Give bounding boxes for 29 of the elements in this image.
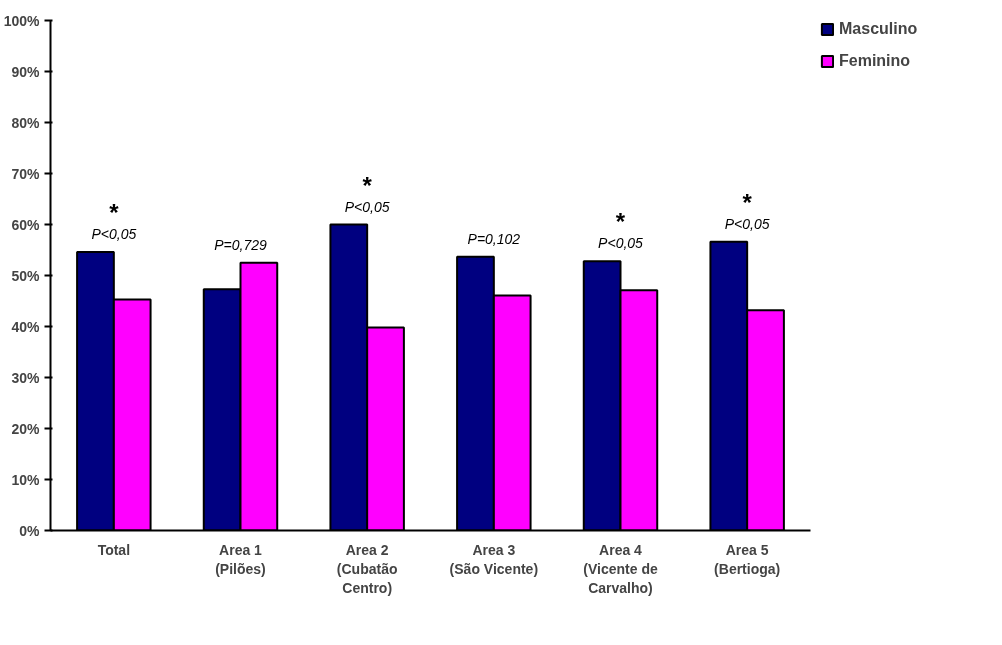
legend-label: Feminino [839,52,911,70]
x-tick-label: Area 3 (São Vicente) [449,541,539,577]
y-tick-label: 30% [11,369,41,386]
annotation: * [742,188,753,216]
y-tick-label: 90% [11,63,41,80]
x-tick-label: Total [97,541,131,558]
y-tick-label: 100% [3,12,41,29]
y-tick-label: 60% [11,216,41,233]
x-tick-label: Area 2 (Cubatão Centro) [336,541,398,596]
y-tick-label: 20% [11,420,41,437]
annotation: P<0,05 [344,198,390,215]
y-tick-label: 0% [19,522,41,539]
annotation: P=0,102 [467,230,521,247]
x-tick-label: Area 5 (Bertioga) [714,541,781,577]
y-tick-label: 40% [11,318,41,335]
x-tick-label: Area 4 (Vicente de Carvalho) [583,541,658,596]
x-tick-label: Area 1 (Pilões) [215,541,266,577]
annotation: * [109,199,120,227]
annotation: P<0,05 [598,235,644,252]
y-tick-label: 50% [11,267,41,284]
annotation: * [362,171,373,199]
annotation: * [615,208,626,236]
y-tick-label: 80% [11,114,41,131]
y-tick-label: 10% [11,471,41,488]
annotation: P<0,05 [724,215,770,232]
annotation: P<0,05 [91,226,137,243]
legend-label: Masculino [839,20,918,38]
annotation: P=0,729 [214,236,267,253]
y-tick-label: 70% [11,165,41,182]
